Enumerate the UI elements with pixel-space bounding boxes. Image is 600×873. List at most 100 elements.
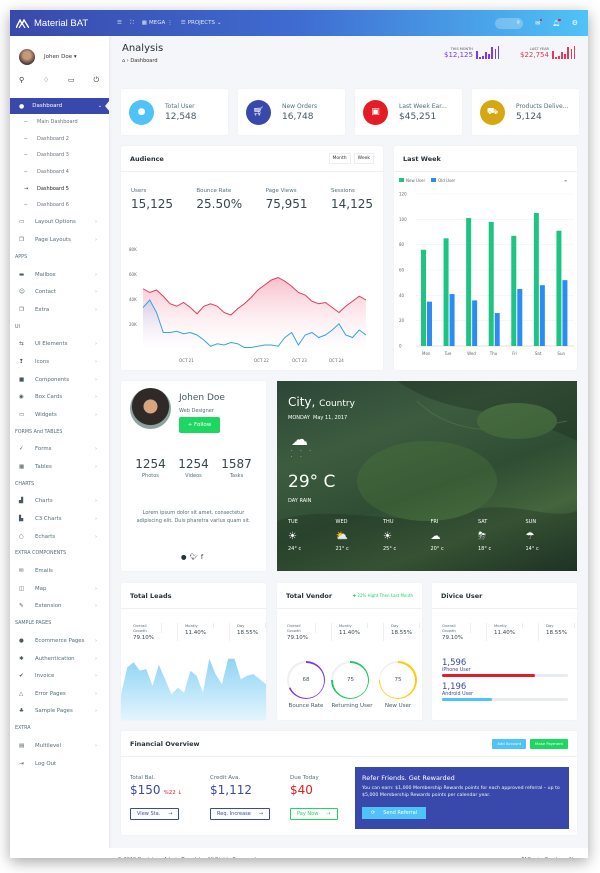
- message-icon[interactable]: ▭: [68, 76, 75, 84]
- gear-icon[interactable]: ⚙: [571, 19, 578, 27]
- sidebar-subitem[interactable]: --- Dashboard 2: [24, 135, 69, 142]
- sidebar-section-title: APPS: [15, 254, 28, 260]
- sidebar-item-emails[interactable]: ✉ Emails: [19, 568, 53, 575]
- sidebar-item-sample-pages[interactable]: ♣ Sample Pages ›: [19, 708, 97, 715]
- sidebar-subitem[interactable]: --- Dashboard 4: [24, 169, 69, 176]
- sidebar-subitem[interactable]: --- Dashboard 3: [24, 152, 69, 159]
- bell-icon[interactable]: ♢: [42, 76, 50, 84]
- faq-link[interactable]: FAQ: [521, 857, 531, 858]
- more-icon: ⋮: [167, 20, 173, 26]
- tab-week[interactable]: Week: [353, 153, 374, 164]
- menu-icon: ♣: [19, 708, 24, 715]
- finance-action-button[interactable]: Pay Now →: [290, 808, 338, 820]
- menu-icon: ❐: [19, 236, 24, 243]
- sidebar-item-contact[interactable]: ☺ Contact ›: [19, 289, 97, 296]
- sidebar-item-mailbox[interactable]: ▬ Mailbox ›: [19, 271, 97, 278]
- finance-action-button[interactable]: View Sta. →: [130, 808, 180, 820]
- page-title: Analysis: [122, 43, 164, 54]
- menu-icon: ▟: [19, 498, 24, 505]
- social-links: ●🐦︎f: [121, 553, 266, 561]
- chevron-right-icon: ›: [95, 341, 97, 348]
- sidebar-item-authentication[interactable]: ✱ Authentication ›: [19, 655, 97, 662]
- tab-month[interactable]: Month: [328, 153, 351, 164]
- progress-bar: [442, 674, 568, 677]
- card-header: Total Leads: [121, 583, 266, 609]
- device-row: 1,196 Android User: [442, 682, 568, 701]
- forecast-day: FRI ☁ 20° c: [431, 519, 479, 552]
- bell-icon[interactable]: 🔔︎: [552, 18, 561, 27]
- sidebar-item-layout-options[interactable]: ▭ Layout Options ›: [19, 219, 97, 226]
- sidebar-item-charts[interactable]: ▟ Charts ›: [19, 498, 97, 505]
- sidebar-subitem[interactable]: --- Dashboard 6: [24, 202, 69, 209]
- brand-logo[interactable]: Material BAT: [10, 18, 109, 29]
- twitter-icon[interactable]: 🐦︎: [189, 553, 201, 561]
- svg-text:OCT 22: OCT 22: [254, 358, 269, 363]
- sidebar-item-map[interactable]: ◫ Map ›: [19, 585, 97, 592]
- profile-stat: 1254 Videos: [178, 457, 209, 479]
- app-title: Material BAT: [34, 17, 89, 29]
- projects-menu[interactable]: ☰ PROJECTS ⌄: [180, 20, 222, 26]
- sidebar-item-c3-charts[interactable]: ▙ C3 Charts ›: [19, 516, 97, 523]
- sidebar-subitem[interactable]: → Dashboard 5: [24, 185, 69, 192]
- progress-ring: 68 Bounce Rate: [287, 661, 325, 709]
- growth-badge: ✚ 22% Hight Then Last Month: [352, 593, 413, 598]
- mega-menu[interactable]: ▦ MEGA ⋮: [141, 20, 173, 26]
- sidebar-item-extension[interactable]: ✎ Extension ›: [19, 603, 97, 610]
- sidebar-section-title: EXTRA COMPONENTS: [15, 551, 67, 557]
- make-payment-button[interactable]: Make Payment: [530, 738, 568, 749]
- top-navbar: Material BAT ☰ ⛶ ▦ MEGA ⋮ ☰ PROJECTS ⌄ ⚲ ✉ 🔔…: [10, 10, 588, 36]
- sidebar-item-error-pages[interactable]: △ Error Pages ›: [19, 690, 97, 697]
- arrow-right-icon: →: [326, 811, 331, 817]
- chevron-right-icon: ›: [95, 394, 97, 401]
- sidebar-item-invoice[interactable]: ✔ Invoice ›: [19, 673, 97, 680]
- fullscreen-icon[interactable]: ⛶: [129, 19, 134, 26]
- sidebar-item-log-out[interactable]: ⇥ Log Out: [19, 760, 57, 767]
- sidebar-item-ecommerce-pages[interactable]: ● Ecommerce Pages ›: [19, 638, 97, 645]
- globe-icon[interactable]: ●: [180, 553, 190, 561]
- arrow-right-icon: →: [24, 185, 28, 192]
- sidebar-item-box-cards[interactable]: ◉ Box Cards ›: [19, 394, 97, 401]
- sidebar-item-multilevel[interactable]: ▤ Multilevel ›: [19, 743, 97, 750]
- leads-area-chart: [121, 658, 266, 720]
- follow-button[interactable]: + Follow: [179, 417, 220, 433]
- power-icon[interactable]: ⏻: [93, 76, 99, 84]
- sidebar-item-page-layouts[interactable]: ❐ Page Layouts ›: [19, 236, 97, 243]
- sidebar-item-icons[interactable]: ❢ Icons ›: [19, 358, 97, 365]
- finance-action-button[interactable]: Req. Increase →: [210, 808, 271, 820]
- arrow-right-icon: →: [168, 811, 173, 817]
- grid-icon: ▦: [141, 20, 147, 26]
- sidebar-subitem[interactable]: --- Main Dashboard: [24, 119, 78, 126]
- search-input[interactable]: ⚲: [495, 17, 524, 29]
- chevron-right-icon: ›: [95, 446, 97, 453]
- sidebar-item-echarts[interactable]: ○ Echarts ›: [19, 533, 97, 540]
- mail-icon[interactable]: ✉: [535, 18, 543, 27]
- sidebar-item-forms[interactable]: ✓ Forms ›: [19, 446, 97, 453]
- sidebar-item-ui-elements[interactable]: ⇆ UI Elements ›: [19, 341, 97, 348]
- add-account-button[interactable]: Add Account: [492, 738, 527, 749]
- forecast-day: WED ⛅ 21° c: [336, 519, 384, 552]
- menu-icon: ○: [19, 533, 24, 540]
- facebook-icon[interactable]: f: [200, 553, 207, 561]
- sidebar-user[interactable]: Johen Doe ▾: [10, 36, 109, 70]
- device-user-card: Divice User Overall Growth 79.10% Montly 11…: [432, 583, 577, 720]
- forecast-day: TUE ☀ 24° c: [288, 519, 336, 552]
- sidebar-item-dashboard[interactable]: ● Dashboard ⌄: [10, 98, 110, 114]
- sidebar-item-tables[interactable]: ▦ Tables ›: [19, 463, 97, 470]
- sidebar-item-extra[interactable]: ❐ Extra ›: [19, 306, 97, 313]
- search-icon[interactable]: ⚲: [19, 76, 25, 84]
- dash-icon: ---: [24, 152, 27, 159]
- chevron-right-icon: ›: [95, 498, 97, 505]
- home-icon[interactable]: ⌂: [122, 58, 126, 64]
- send-referral-button[interactable]: ⟳ Send Referral: [362, 807, 427, 819]
- chevron-right-icon: ›: [95, 306, 97, 313]
- rain-icon: ☂: [525, 531, 535, 542]
- refresh-icon: ⟳: [371, 810, 376, 816]
- sidebar-item-widgets[interactable]: ▭ Widgets ›: [19, 411, 97, 418]
- weather-date: MONDAY May 11, 2017: [288, 415, 348, 421]
- sparkline-bars: [551, 46, 576, 59]
- app-window: Material BAT ☰ ⛶ ▦ MEGA ⋮ ☰ PROJECTS ⌄ ⚲ ✉ 🔔…: [10, 10, 588, 858]
- sidebar-item-components[interactable]: ■ Components ›: [19, 376, 97, 383]
- hamburger-icon[interactable]: ☰: [117, 20, 122, 26]
- purchase-link[interactable]: Purchase Now: [545, 857, 580, 858]
- menu-icon: ✔: [19, 673, 24, 680]
